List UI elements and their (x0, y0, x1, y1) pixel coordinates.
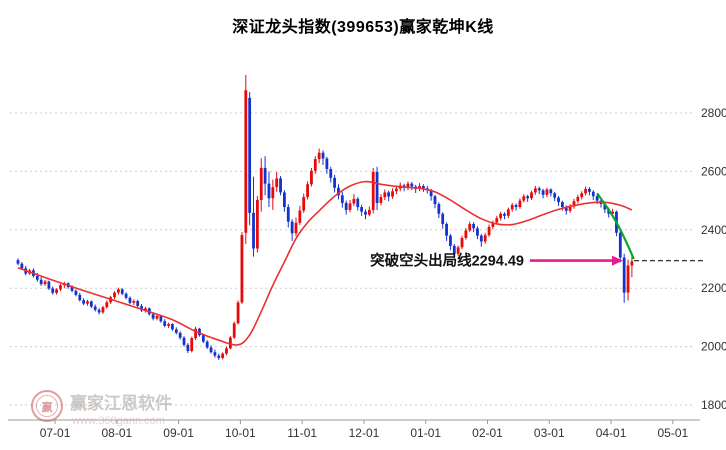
x-tick-label: 09-01 (163, 426, 194, 440)
x-tick-label: 08-01 (101, 426, 132, 440)
annotation-arrowhead-icon (612, 255, 623, 266)
y-tick-label: 2000 (701, 340, 726, 354)
brand-logo-icon (31, 390, 63, 422)
grid-layer (10, 112, 694, 406)
x-tick-label: 11-01 (287, 426, 317, 440)
brand-logo-char: 赢 (42, 400, 53, 414)
y-axis-labels: 1800 2000 2200 2400 2600 2800 (701, 106, 726, 412)
x-tick-label: 10-01 (225, 426, 256, 440)
annotation-label: 突破空头出局线2294.49 (370, 252, 524, 270)
breakout-annotation: 突破空头出局线2294.49 (370, 252, 704, 270)
x-tick-label: 04-01 (596, 426, 627, 440)
x-tick-label: 03-01 (534, 426, 565, 440)
x-tick-label: 05-01 (657, 426, 688, 440)
candles-layer (16, 75, 634, 361)
x-tick-label: 12-01 (349, 426, 380, 440)
x-tick-label: 01-01 (410, 426, 441, 440)
y-tick-label: 1800 (701, 398, 726, 412)
y-tick-label: 2800 (701, 106, 726, 120)
qiankun-ma-line (17, 180, 633, 346)
watermark: 赢 赢家江恩软件 www.360gann.com (31, 390, 172, 427)
x-tick-label: 02-01 (472, 426, 503, 440)
y-tick-label: 2200 (701, 281, 726, 295)
y-tick-label: 2400 (701, 223, 726, 237)
y-tick-label: 2600 (701, 164, 726, 178)
watermark-brand: 赢家江恩软件 (70, 393, 172, 413)
x-axis: 07-01 08-01 09-01 10-01 11-01 12-01 01-01 02-01… (8, 419, 700, 440)
short-exit-line (596, 192, 635, 260)
x-tick-label: 07-01 (40, 426, 71, 440)
chart-title: 深证龙头指数(399653)赢家乾坤K线 (232, 19, 494, 36)
watermark-url: www.360gann.com (71, 415, 165, 427)
